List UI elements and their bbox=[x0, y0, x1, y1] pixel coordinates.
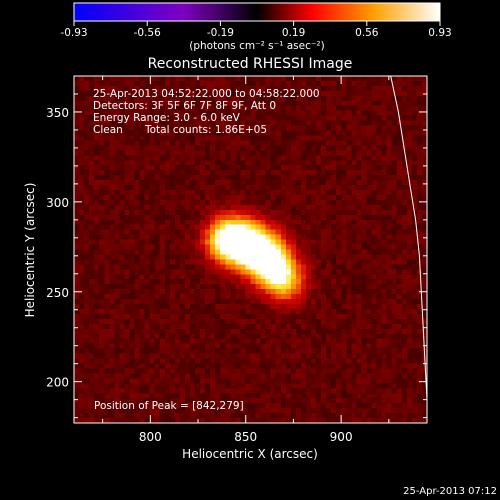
colorbar-units: (photons cm⁻² s⁻¹ asec⁻²) bbox=[189, 40, 324, 52]
y-tick-label: 350 bbox=[46, 106, 69, 120]
info-clean-label: Clean bbox=[93, 124, 123, 136]
x-tick-label: 850 bbox=[234, 430, 257, 444]
y-axis-label: Heliocentric Y (arcsec) bbox=[23, 183, 37, 318]
axis-ticks: 800 850 900 200 250 300 350 bbox=[46, 75, 427, 444]
colorbar-tick-label: -0.56 bbox=[134, 27, 161, 39]
info-detectors: Detectors: 3F 5F 6F 7F 8F 9F, Att 0 bbox=[93, 100, 276, 112]
footer-timestamp: 25-Apr-2013 07:12 bbox=[403, 486, 497, 497]
colorbar-tick-label: -0.19 bbox=[207, 27, 234, 39]
x-axis-label: Heliocentric X (arcsec) bbox=[182, 447, 318, 461]
solar-limb-curve bbox=[390, 76, 427, 412]
colorbar bbox=[73, 2, 441, 22]
x-tick-label: 800 bbox=[139, 430, 162, 444]
heatmap-image bbox=[74, 76, 427, 423]
x-tick-label: 900 bbox=[330, 430, 353, 444]
info-total-counts: Total counts: 1.86E+05 bbox=[144, 124, 267, 136]
colorbar-tick-label: 0.93 bbox=[428, 27, 451, 39]
colorbar-tick-label: 0.19 bbox=[282, 27, 305, 39]
colorbar-tick-label: -0.93 bbox=[60, 27, 87, 39]
image-title: Reconstructed RHESSI Image bbox=[148, 56, 353, 72]
info-time-range: 25-Apr-2013 04:52:22.000 to 04:58:22.000 bbox=[93, 88, 320, 100]
y-tick-label: 250 bbox=[46, 286, 69, 300]
colorbar-ticks: -0.93 -0.56 -0.19 0.19 0.56 0.93 bbox=[60, 21, 452, 39]
info-energy-range: Energy Range: 3.0 - 6.0 keV bbox=[93, 112, 241, 124]
y-tick-label: 200 bbox=[46, 376, 69, 390]
plot-frame bbox=[73, 75, 428, 424]
y-tick-label: 300 bbox=[46, 196, 69, 210]
peak-position-label: Position of Peak = [842,279] bbox=[94, 400, 244, 412]
colorbar-tick-label: 0.56 bbox=[355, 27, 379, 39]
